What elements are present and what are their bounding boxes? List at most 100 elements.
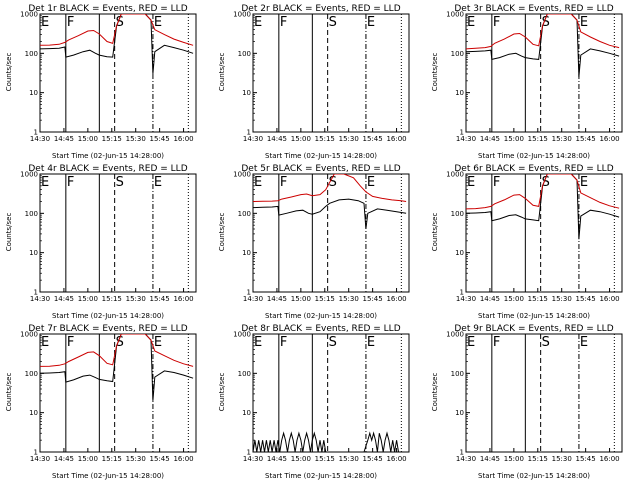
marker-label: F [67,15,74,30]
y-tick-label: 1 [247,449,251,457]
lld-series [40,14,194,46]
x-tick-label: 16:00 [599,295,619,303]
x-tick-label: 15:30 [552,295,572,303]
marker-label: S [542,15,550,30]
panel-svg: Det 2r BLACK = Events, RED = LLD Counts/… [218,4,410,160]
x-tick-label: 15:45 [150,135,170,143]
x-tick-label: 15:00 [291,455,311,463]
y-tick-label: 1000 [20,11,38,19]
marker-label: S [542,335,550,350]
x-tick-label: 15:15 [102,295,122,303]
x-axis-label: Start Time (02-Jun-15 14:28:00) [52,472,164,480]
panel-title: Det 4r BLACK = Events, RED = LLD [28,164,187,174]
x-axis-label: Start Time (02-Jun-15 14:28:00) [52,312,164,320]
x-tick-label: 15:30 [126,295,146,303]
x-tick-label: 15:30 [339,455,359,463]
y-axis-label: Counts/sec [5,53,13,92]
x-tick-label: 14:45 [480,295,500,303]
marker-label: E [254,335,262,350]
y-axis-label: Counts/sec [5,373,13,412]
plot-frame [465,13,623,133]
x-tick-label: 15:00 [504,135,524,143]
x-tick-label: 14:30 [243,455,263,463]
panel-svg: Det 9r BLACK = Events, RED = LLD Counts/… [431,324,623,480]
x-tick-label: 16:00 [599,455,619,463]
panel-title: Det 9r BLACK = Events, RED = LLD [454,324,613,334]
marker-label: F [493,15,500,30]
panel-svg: Det 7r BLACK = Events, RED = LLD Counts/… [5,324,197,480]
y-tick-label: 1 [34,129,38,137]
x-tick-label: 15:30 [126,455,146,463]
x-tick-label: 14:30 [456,135,476,143]
panel-title: Det 5r BLACK = Events, RED = LLD [241,164,400,174]
y-tick-label: 100 [238,210,251,218]
panel-svg: Det 4r BLACK = Events, RED = LLD Counts/… [5,164,197,320]
y-tick-label: 1000 [233,11,251,19]
x-axis-label: Start Time (02-Jun-15 14:28:00) [478,472,590,480]
y-tick-label: 1 [34,289,38,297]
y-tick-label: 1000 [233,331,251,339]
plot-frame [465,173,623,293]
x-axis-label: Start Time (02-Jun-15 14:28:00) [265,152,377,160]
marker-label: E [154,15,162,30]
x-tick-label: 16:00 [599,135,619,143]
y-axis-label: Counts/sec [218,213,226,252]
x-tick-label: 15:45 [363,455,383,463]
x-tick-label: 15:00 [78,295,98,303]
y-tick-label: 10 [29,249,38,257]
lld-series [466,14,620,50]
y-tick-label: 1 [34,449,38,457]
x-tick-label: 15:00 [78,135,98,143]
y-tick-label: 100 [238,370,251,378]
panel-det-4r: Det 4r BLACK = Events, RED = LLD Counts/… [0,160,213,320]
x-tick-label: 14:30 [456,295,476,303]
y-tick-label: 100 [25,210,38,218]
y-tick-label: 10 [455,89,464,97]
x-tick-label: 15:45 [150,455,170,463]
x-tick-label: 14:45 [480,455,500,463]
x-axis-label: Start Time (02-Jun-15 14:28:00) [265,312,377,320]
y-tick-label: 10 [242,249,251,257]
y-axis-label: Counts/sec [431,213,439,252]
x-tick-label: 15:15 [528,135,548,143]
marker-label: E [580,335,588,350]
x-tick-label: 14:45 [54,295,74,303]
x-axis-label: Start Time (02-Jun-15 14:28:00) [52,152,164,160]
y-tick-label: 100 [451,210,464,218]
panel-svg: Det 3r BLACK = Events, RED = LLD Counts/… [431,4,623,160]
panel-svg: Det 6r BLACK = Events, RED = LLD Counts/… [431,164,623,320]
events-series [40,14,194,74]
marker-label: E [367,175,375,190]
x-tick-label: 14:45 [267,135,287,143]
x-tick-label: 14:30 [30,295,50,303]
x-tick-label: 15:15 [102,135,122,143]
x-tick-label: 15:45 [576,295,596,303]
marker-label: F [493,175,500,190]
y-tick-label: 10 [29,89,38,97]
marker-label: E [154,175,162,190]
y-axis-label: Counts/sec [5,213,13,252]
x-tick-label: 15:15 [315,295,335,303]
events-series [253,198,407,230]
marker-label: S [329,175,337,190]
x-tick-label: 15:15 [528,295,548,303]
x-tick-label: 15:15 [315,135,335,143]
plot-frame [252,333,410,453]
plot-frame [465,333,623,453]
panel-title: Det 6r BLACK = Events, RED = LLD [454,164,613,174]
panel-title: Det 2r BLACK = Events, RED = LLD [241,4,400,14]
marker-label: E [367,15,375,30]
x-tick-label: 15:15 [528,455,548,463]
x-tick-label: 15:00 [504,455,524,463]
x-tick-label: 15:30 [339,295,359,303]
x-tick-label: 14:30 [30,455,50,463]
events-series [253,431,399,452]
y-axis-label: Counts/sec [218,53,226,92]
y-tick-label: 1 [247,129,251,137]
y-tick-label: 100 [25,370,38,378]
y-tick-label: 100 [451,50,464,58]
x-axis-label: Start Time (02-Jun-15 14:28:00) [265,472,377,480]
x-tick-label: 15:45 [576,455,596,463]
marker-label: E [367,335,375,350]
